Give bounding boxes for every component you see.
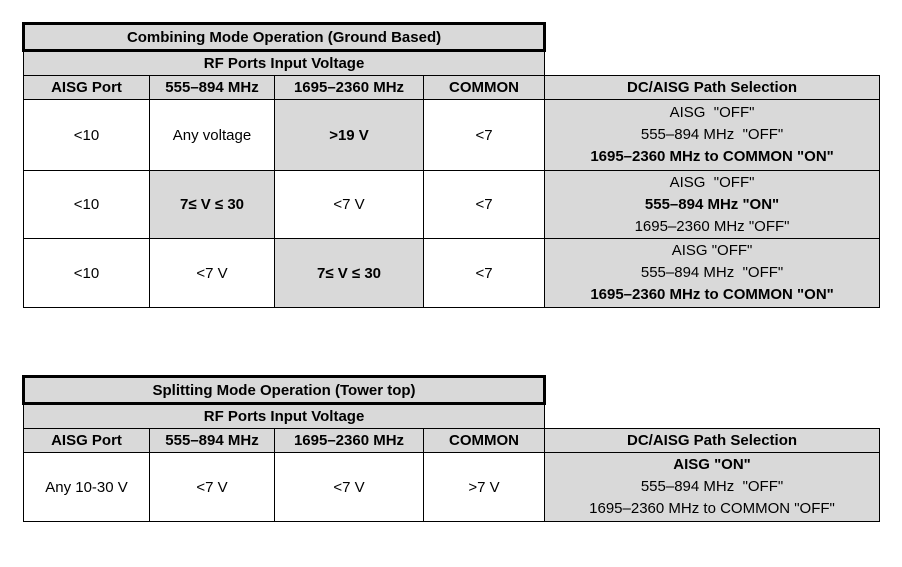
cell-common: <7 [422,170,546,239]
cell-aisg-port: Any 10-30 V [23,452,150,522]
path-line: 555–894 MHz "OFF" [640,264,784,281]
splitting-mode-table: Splitting Mode Operation (Tower top) RF … [21,375,881,522]
table-row: <10 <7 V 7≤ V ≤ 30 <7 AISG "OFF" 555–894… [23,238,881,308]
path-line: 1695–2360 MHz "OFF" [634,217,790,235]
path-line: 1695–2360 MHz to COMMON "OFF" [589,500,835,517]
cell-1695-2360-highlighted: 7≤ V ≤ 30 [274,238,424,308]
table-row: RF Ports Input Voltage [22,50,880,76]
cell-1695-2360: <7 V [274,452,424,522]
rf-ports-subheader: RF Ports Input Voltage [22,50,546,76]
cell-555-894-highlighted: 7≤ V ≤ 30 [149,170,275,239]
cell-path-selection: AISG "ON" 555–894 MHz "OFF" 1695–2360 MH… [544,452,881,522]
cell-path-selection: AISG "OFF" 555–894 MHz "OFF" 1695–2360 M… [544,99,881,171]
table-header-row: AISG Port 555–894 MHz 1695–2360 MHz COMM… [23,75,881,100]
cell-555-894: Any voltage [149,99,275,171]
path-line: 555–894 MHz "ON" [644,195,780,213]
table-row: RF Ports Input Voltage [22,403,880,429]
combining-table-title: Combining Mode Operation (Ground Based) [21,22,547,52]
path-line: AISG "OFF" [669,104,755,121]
cell-1695-2360: <7 V [274,170,424,239]
col-header-path-selection: DC/AISG Path Selection [544,428,881,453]
col-header-555-894: 555–894 MHz [149,75,275,100]
cell-common: >7 V [422,452,546,522]
cell-555-894: <7 V [149,238,275,308]
col-header-common: COMMON [422,75,546,100]
cell-aisg-port: <10 [23,238,150,308]
table-row: Any 10-30 V <7 V <7 V >7 V AISG "ON" 555… [23,452,881,522]
cell-555-894: <7 V [149,452,275,522]
cell-common: <7 [422,99,546,171]
cell-path-selection: AISG "OFF" 555–894 MHz "OFF" 1695–2360 M… [544,238,881,308]
col-header-555-894: 555–894 MHz [149,428,275,453]
table-row: Splitting Mode Operation (Tower top) [21,375,880,405]
combining-mode-table: Combining Mode Operation (Ground Based) … [21,22,881,308]
cell-aisg-port: <10 [23,99,150,171]
cell-path-selection: AISG "OFF" 555–894 MHz "ON" 1695–2360 MH… [544,170,881,239]
rf-ports-subheader: RF Ports Input Voltage [22,403,546,429]
empty-space [544,50,880,76]
empty-space [544,23,880,51]
table-row: <10 Any voltage >19 V <7 AISG "OFF" 555–… [23,99,881,171]
cell-aisg-port: <10 [23,170,150,239]
path-line: 555–894 MHz "OFF" [640,478,784,495]
empty-space [544,376,880,404]
cell-1695-2360-highlighted: >19 V [274,99,424,171]
splitting-table-title: Splitting Mode Operation (Tower top) [21,375,547,405]
table-row: <10 7≤ V ≤ 30 <7 V <7 AISG "OFF" 555–894… [23,170,881,239]
path-line: 1695–2360 MHz to COMMON "ON" [590,148,834,165]
empty-space [544,403,880,429]
col-header-aisg-port: AISG Port [23,428,150,453]
col-header-1695-2360: 1695–2360 MHz [274,75,424,100]
col-header-common: COMMON [422,428,546,453]
path-line: AISG "OFF" [671,242,753,259]
col-header-path-selection: DC/AISG Path Selection [544,75,881,100]
path-line: AISG "OFF" [669,173,755,191]
path-line: AISG "ON" [673,456,751,473]
path-line: 555–894 MHz "OFF" [640,126,784,143]
table-row: Combining Mode Operation (Ground Based) [21,22,880,52]
table-header-row: AISG Port 555–894 MHz 1695–2360 MHz COMM… [23,428,881,453]
col-header-1695-2360: 1695–2360 MHz [274,428,424,453]
col-header-aisg-port: AISG Port [23,75,150,100]
cell-common: <7 [422,238,546,308]
path-line: 1695–2360 MHz to COMMON "ON" [590,286,834,303]
